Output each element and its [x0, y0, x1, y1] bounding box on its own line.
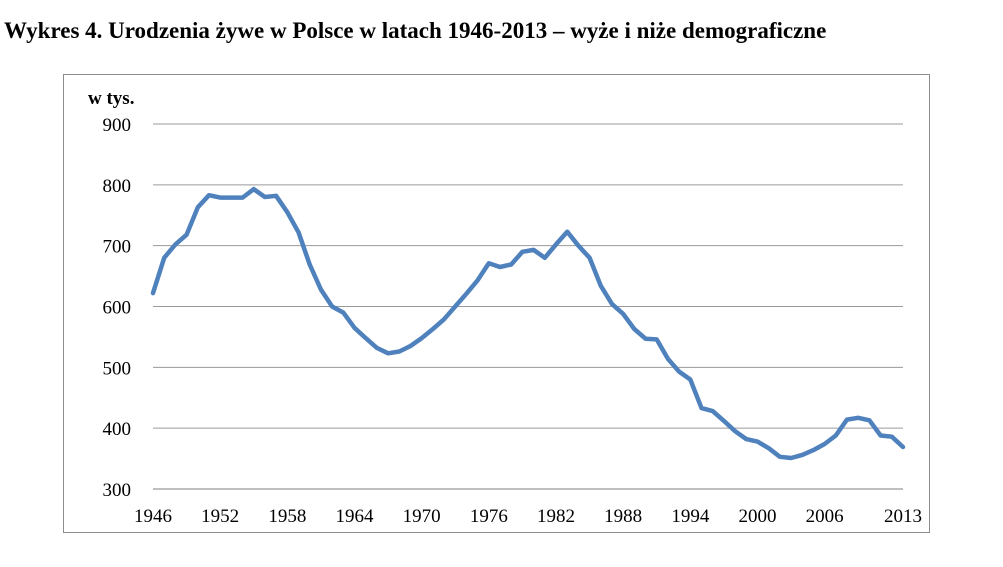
- x-tick-label: 2006: [806, 506, 844, 527]
- y-tick-labels: 300 400 500 600 700 800 900: [103, 115, 132, 501]
- y-tick-label: 500: [103, 358, 132, 379]
- grid-lines: [153, 123, 903, 490]
- y-tick-label: 900: [103, 115, 132, 136]
- y-tick-label: 700: [103, 237, 132, 258]
- y-tick-label: 300: [103, 480, 132, 501]
- y-tick-label: 400: [103, 419, 132, 440]
- y-axis-unit-label: w tys.: [88, 88, 134, 109]
- series-lines: [150, 186, 906, 461]
- x-tick-label: 1970: [403, 506, 441, 527]
- x-tick-label: 1994: [671, 506, 710, 527]
- x-tick-label: 1988: [604, 506, 642, 527]
- x-tick-label: 1952: [201, 506, 239, 527]
- x-tick-label: 1946: [134, 506, 172, 527]
- x-tick-label: 1982: [537, 506, 575, 527]
- x-tick-label: 1976: [470, 506, 508, 527]
- x-tick-label: 2013: [884, 506, 922, 527]
- x-tick-labels: 1946 1952 1958 1964 1970 1976 1982 1988 1994 2000…: [134, 506, 922, 527]
- x-tick-label: 1958: [268, 506, 306, 527]
- y-tick-label: 800: [103, 176, 132, 197]
- chart-title: Wykres 4. Urodzenia żywe w Polsce w lata…: [4, 18, 827, 43]
- y-tick-label: 600: [103, 298, 132, 319]
- x-tick-label: 2000: [738, 506, 776, 527]
- series-line-0: [150, 186, 906, 461]
- x-tick-label: 1964: [335, 506, 374, 527]
